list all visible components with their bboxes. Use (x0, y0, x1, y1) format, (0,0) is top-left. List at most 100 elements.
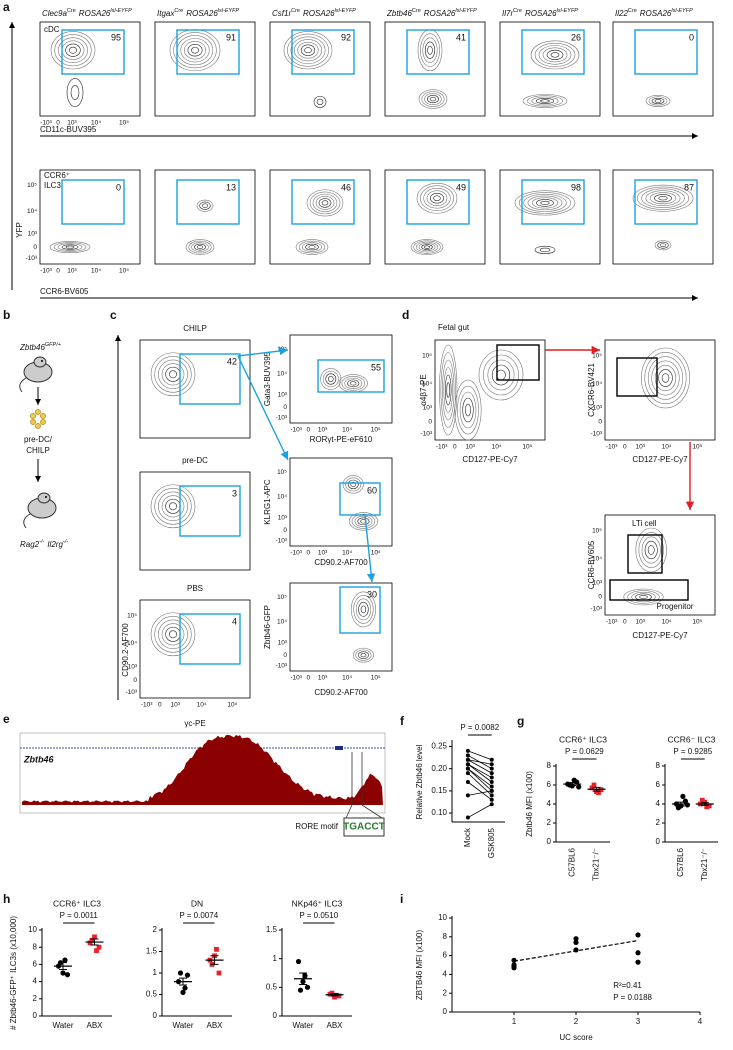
contour (439, 344, 458, 436)
point (635, 932, 641, 938)
mouse-head (33, 356, 47, 368)
panel-label: g (517, 714, 524, 728)
panel-label: c (110, 308, 117, 322)
sup: -/- (63, 539, 68, 545)
x-tick-label: 0 (307, 675, 311, 682)
contour (523, 193, 567, 212)
contour (530, 40, 580, 70)
point (62, 957, 68, 963)
contour (150, 352, 196, 397)
contour (654, 364, 677, 392)
y-tick-label: 4 (656, 799, 661, 808)
pair-line (467, 759, 492, 765)
x-tick-label: 10³ (635, 444, 645, 451)
point (489, 762, 494, 767)
point (571, 777, 577, 783)
contour (321, 200, 329, 206)
y-tick-label: 10³ (593, 405, 603, 412)
contour (161, 495, 185, 518)
y-tick-label: 10⁵ (27, 182, 37, 189)
cell (30, 413, 36, 419)
point (465, 780, 470, 784)
gate-label: LTi cell (632, 519, 657, 528)
x-axis-label: UC score (559, 1033, 593, 1042)
reporter: ROSA26 (303, 9, 335, 18)
y-tick-label: 10⁴ (592, 381, 602, 388)
contour (154, 616, 192, 653)
contour (487, 359, 515, 391)
point (177, 970, 184, 976)
y-tick-label: 10⁴ (27, 208, 37, 215)
gene: Il22 (615, 9, 628, 18)
x-tick-label: Tbx21⁻/⁻ (700, 848, 709, 881)
reporter: ROSA26 (186, 9, 218, 18)
gate (634, 179, 698, 225)
contour (66, 78, 84, 107)
contour (623, 588, 664, 606)
x-tick-label: 10⁴ (91, 120, 101, 127)
contour (527, 95, 563, 107)
sup: -/- (39, 539, 44, 545)
p-value: P = 0.0629 (565, 747, 604, 756)
row-label: CCR6⁺ (44, 171, 70, 180)
contour (639, 595, 648, 599)
cre: Cre (174, 8, 183, 14)
strain-title: ItgaxCre ROSA26lsl-EYFP (157, 8, 240, 18)
y-tick-label: 0 (283, 404, 287, 411)
contour (542, 47, 568, 63)
gate (406, 179, 470, 225)
gate (291, 179, 355, 225)
y-tick-label: 8 (443, 932, 448, 941)
contour (651, 97, 665, 105)
y-axis-label: ZBTB46 MFI (x100) (415, 930, 424, 1001)
x-axis-label: CD90.2-AF700 (314, 558, 368, 567)
x-tick-label: 0 (158, 702, 162, 709)
gate-percent: 92 (341, 32, 351, 42)
point (489, 766, 494, 771)
signal-track (22, 734, 383, 805)
contour (169, 370, 177, 379)
contour (53, 242, 87, 252)
gate-percent: 95 (111, 32, 121, 42)
x-tick-label: GSK805 (487, 827, 496, 858)
x-tick-label: Mock (463, 827, 472, 847)
reporter: ROSA26 (525, 9, 557, 18)
y-tick-label: 6 (33, 960, 38, 969)
contour (416, 241, 438, 253)
plot-frame (154, 169, 256, 265)
arrow (237, 355, 289, 461)
plot-frame (289, 457, 393, 547)
contour (457, 385, 479, 435)
p-value: P = 0.0074 (179, 911, 218, 920)
chart-title: CCR6⁺ ILC3 (559, 734, 607, 744)
y-tick-label: 10³ (278, 640, 288, 647)
contour (649, 192, 677, 205)
reporter-sup: lsl-EYFP (110, 8, 132, 14)
y-tick-label: 10³ (278, 392, 288, 399)
gate (609, 579, 689, 601)
contour (355, 649, 372, 661)
gene: Csf1r (272, 9, 291, 18)
contour (443, 367, 453, 413)
gene-label: Zbtb46 (23, 754, 54, 764)
x-tick-label: ABX (86, 1021, 103, 1030)
y-tick-label: 1.5 (266, 925, 278, 934)
contour (341, 376, 365, 391)
error-bar (676, 801, 685, 807)
contour (316, 98, 324, 106)
gate-percent: 42 (227, 356, 237, 366)
contour (534, 245, 556, 254)
error-bar (90, 938, 99, 946)
x-tick-label: -10³ (290, 550, 302, 557)
y-tick-label: 10⁴ (127, 640, 137, 647)
contour (309, 191, 341, 215)
y-tick-label: 0.15 (431, 786, 447, 795)
gate-percent: 13 (226, 182, 236, 192)
ruler-mark (335, 746, 343, 750)
contour (360, 653, 367, 658)
contour (645, 95, 671, 107)
plot-frame (289, 582, 393, 672)
contour (306, 189, 344, 217)
y-tick-label: 10³ (423, 405, 433, 412)
contour (550, 52, 560, 58)
